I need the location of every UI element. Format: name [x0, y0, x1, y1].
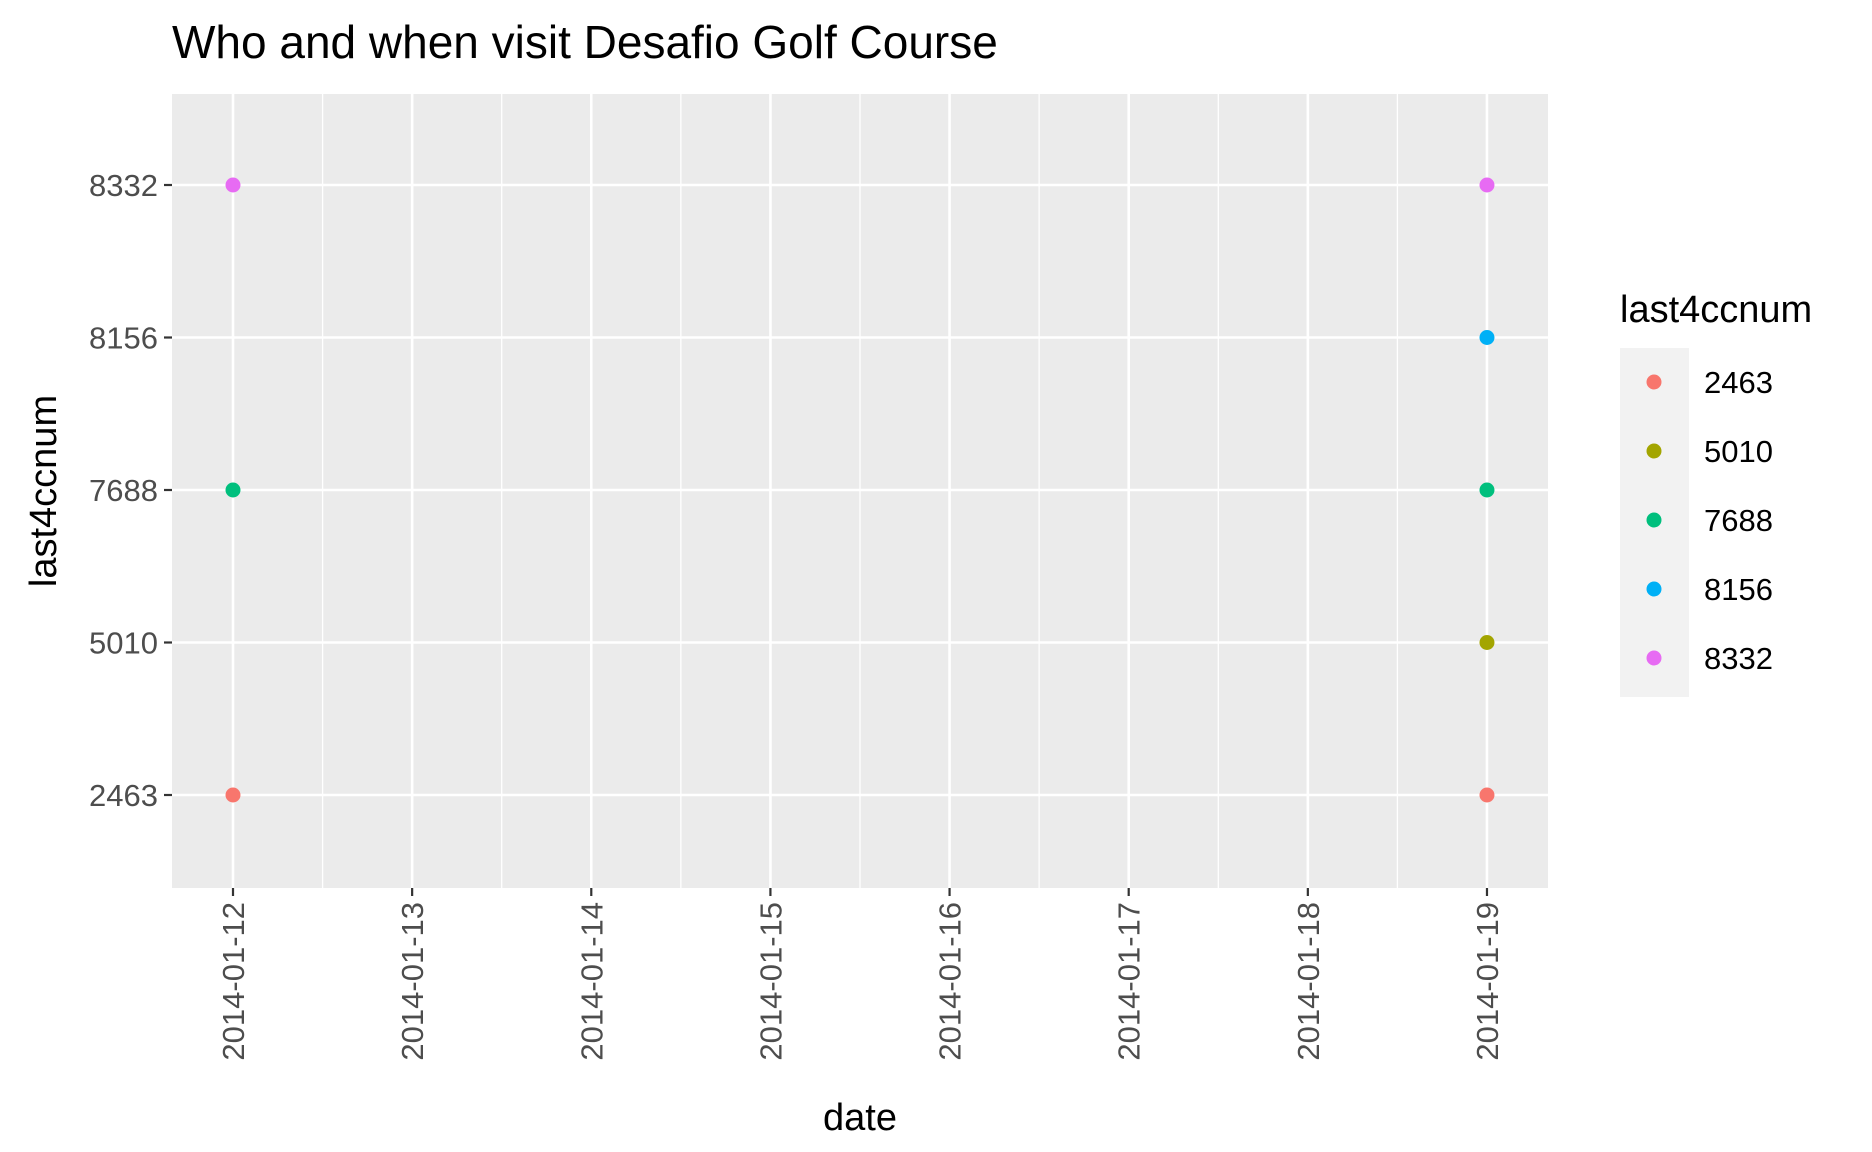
legend-label: 2463 — [1704, 365, 1773, 400]
legend-items: 2463 5010 7688 8156 8332 — [1646, 365, 1773, 676]
y-tick-label: 7688 — [89, 473, 158, 508]
x-tick-label: 2014-01-16 — [933, 902, 968, 1061]
legend-key — [1646, 650, 1662, 666]
chart-title: Who and when visit Desafio Golf Course — [172, 16, 998, 68]
legend-label: 8156 — [1704, 572, 1773, 607]
legend-key — [1646, 443, 1662, 459]
legend-label: 8332 — [1704, 641, 1773, 676]
x-tick-label: 2014-01-12 — [216, 902, 251, 1061]
y-tick-label: 8332 — [89, 168, 158, 203]
x-tick-label: 2014-01-14 — [574, 902, 609, 1061]
data-point — [225, 787, 241, 803]
legend: last4ccnum 2463 5010 7688 8156 8332 — [1620, 289, 1812, 697]
legend-label: 5010 — [1704, 434, 1773, 469]
legend-key — [1646, 581, 1662, 597]
x-axis: 2014-01-12 2014-01-13 2014-01-14 2014-01-15… — [216, 888, 1505, 1061]
legend-title: last4ccnum — [1620, 289, 1812, 331]
data-point — [225, 482, 241, 498]
y-axis-label: last4ccnum — [23, 395, 65, 587]
legend-key — [1646, 374, 1662, 390]
y-tick-label: 5010 — [89, 626, 158, 661]
points — [225, 177, 1495, 803]
x-tick-label: 2014-01-15 — [753, 902, 788, 1061]
data-point — [1479, 482, 1495, 498]
data-point — [225, 177, 241, 193]
x-tick-label: 2014-01-17 — [1112, 902, 1147, 1061]
x-axis-label: date — [823, 1097, 897, 1139]
data-point — [1479, 635, 1495, 650]
legend-key — [1646, 512, 1662, 528]
x-tick-label: 2014-01-19 — [1470, 902, 1505, 1061]
legend-label: 7688 — [1704, 503, 1773, 538]
y-tick-label: 2463 — [89, 778, 158, 813]
data-point — [1479, 177, 1495, 193]
x-tick-label: 2014-01-13 — [395, 902, 430, 1061]
y-tick-label: 8156 — [89, 321, 158, 356]
data-point — [1479, 330, 1495, 345]
x-tick-label: 2014-01-18 — [1291, 902, 1326, 1061]
data-point — [1479, 787, 1495, 803]
y-axis: 2463 5010 7688 8156 8332 — [89, 168, 172, 813]
